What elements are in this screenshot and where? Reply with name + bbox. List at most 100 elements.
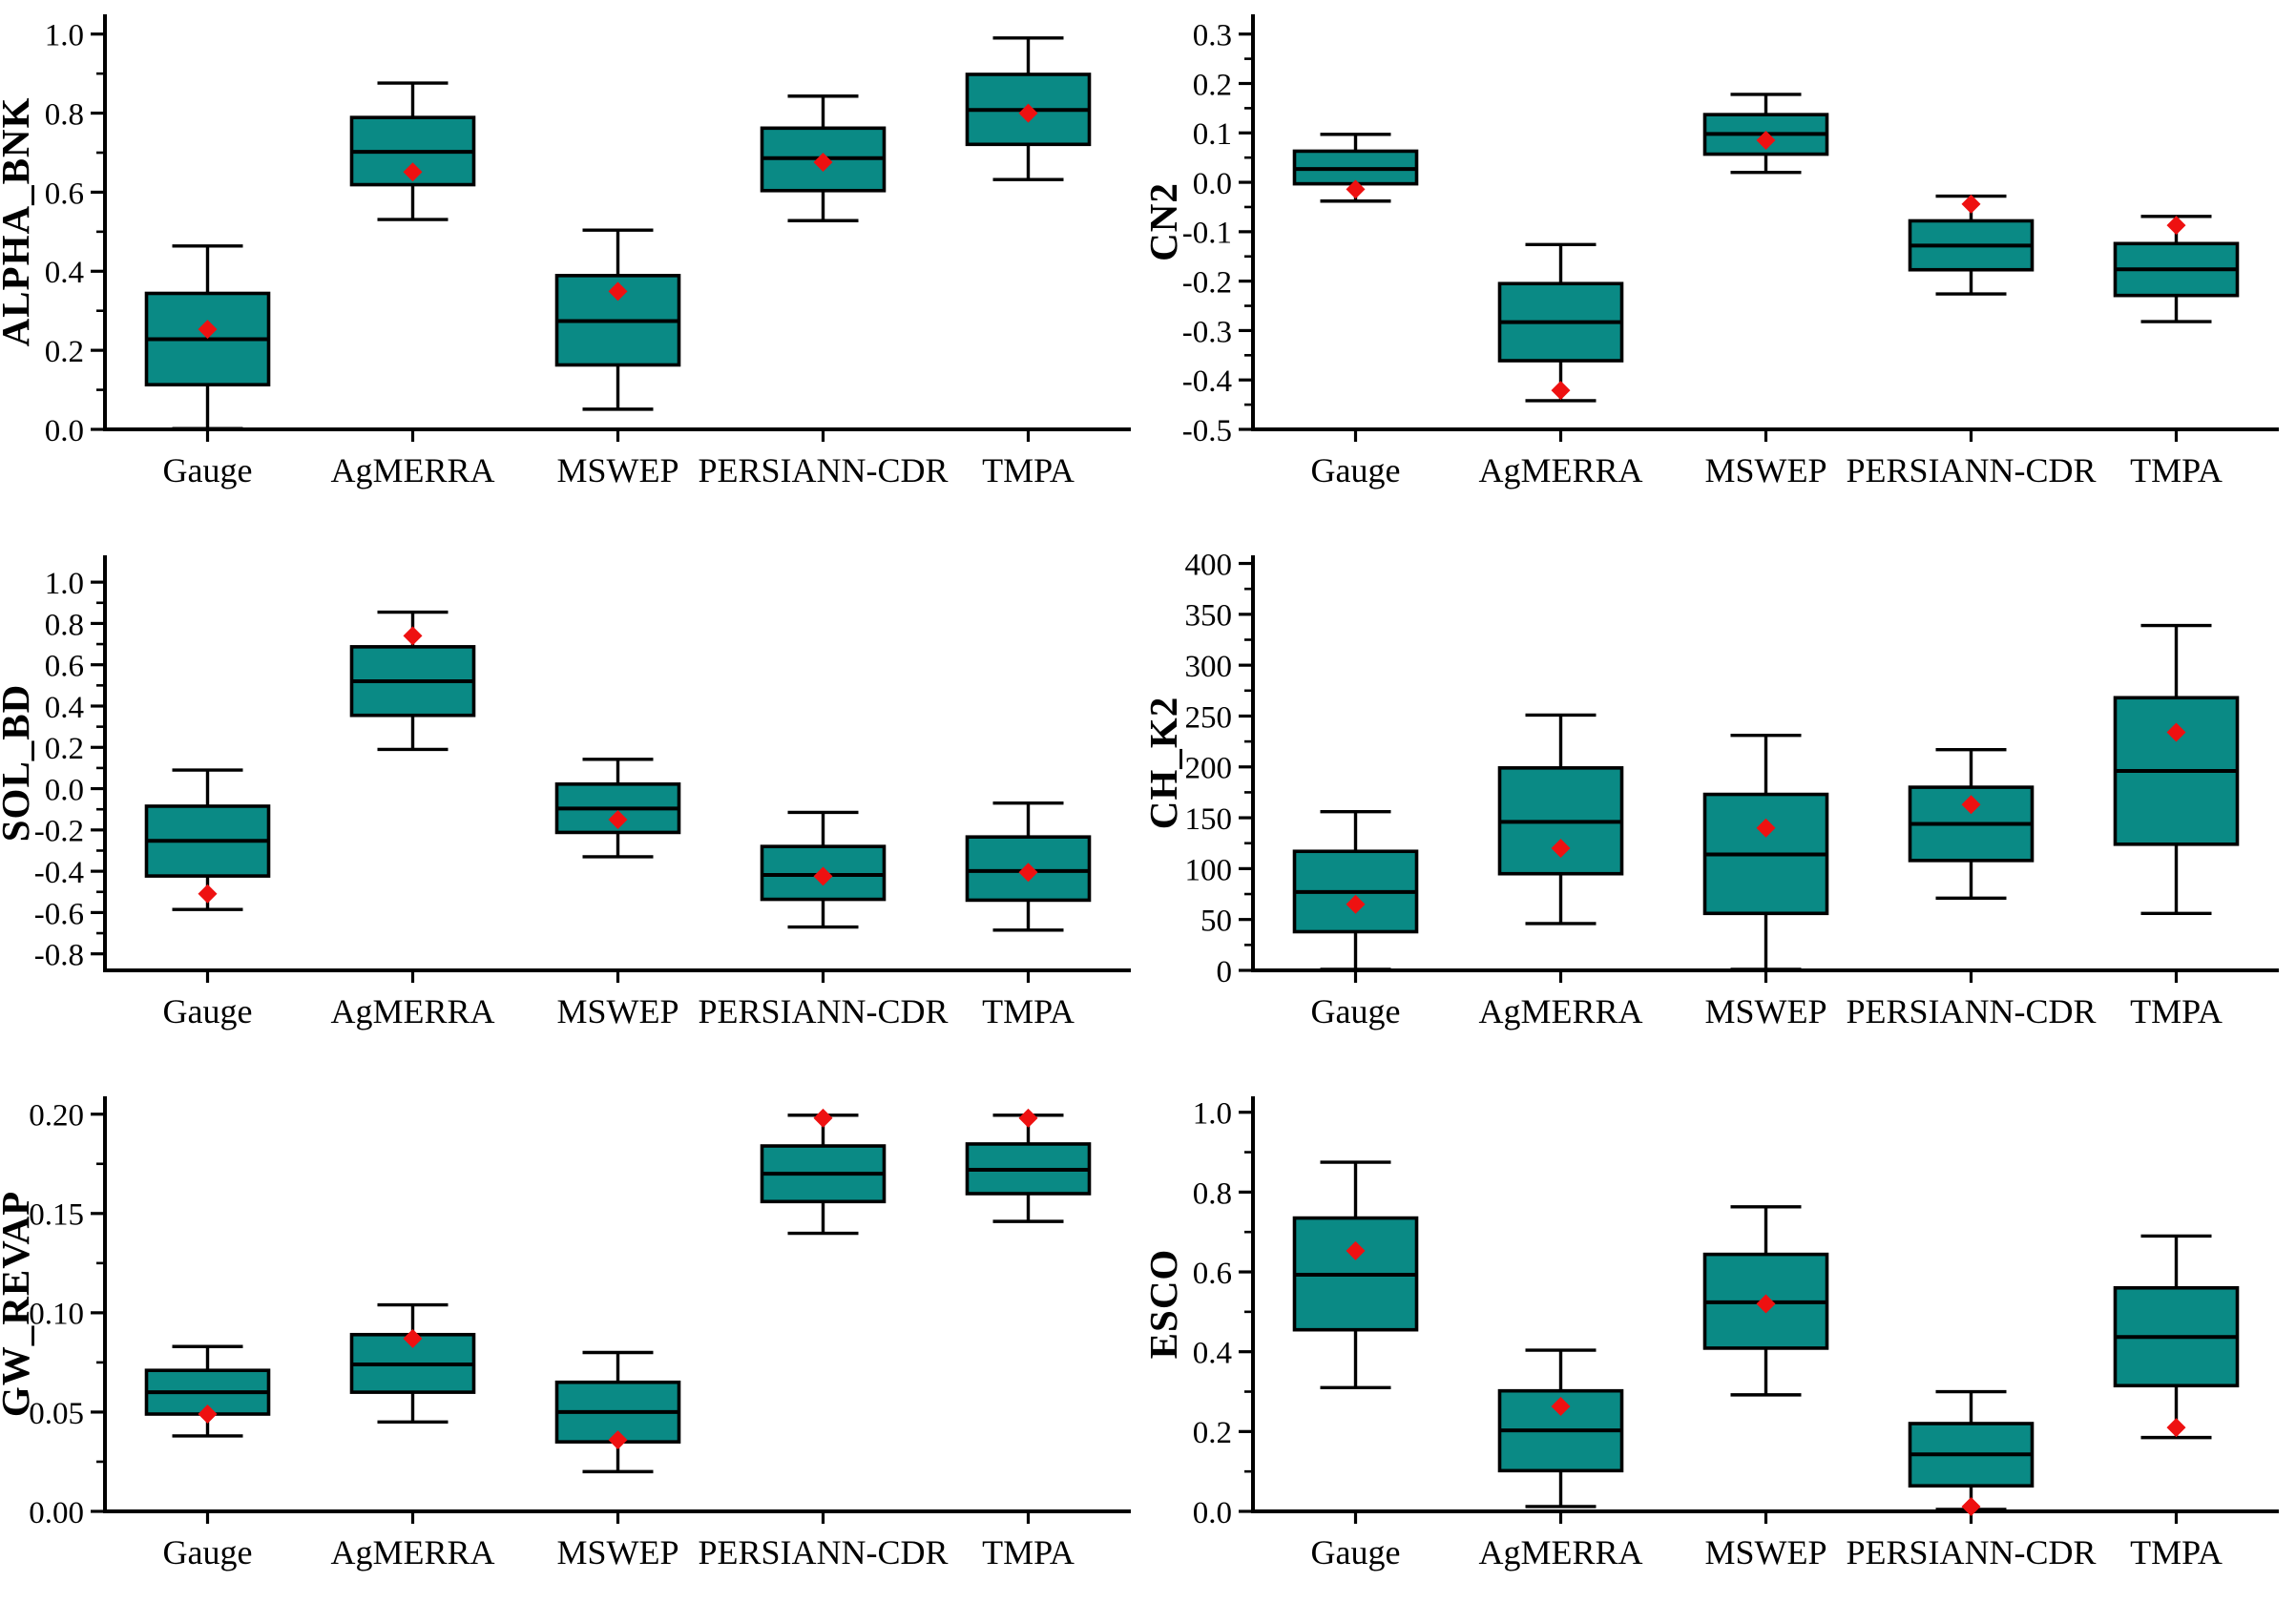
x-category-label: MSWEP xyxy=(556,1533,678,1571)
y-tick-label: 0.2 xyxy=(1193,68,1232,102)
boxplot-svg-gw_revap: 0.00 0.05 0.10 0.15 0.20 Gauge AgMERRA MSWEP PER… xyxy=(0,1096,1131,1571)
box-persiann-cdr xyxy=(760,1108,887,1236)
y-tick-label: 300 xyxy=(1185,650,1233,684)
y-tick-label: -0.8 xyxy=(34,939,84,973)
mean-marker xyxy=(1756,818,1776,838)
y-tick-label: -0.4 xyxy=(34,856,84,890)
mean-marker xyxy=(1551,381,1571,401)
mean-marker xyxy=(198,1405,218,1425)
x-category-label: Gauge xyxy=(163,451,253,489)
box-tmpa xyxy=(2113,215,2240,323)
panel-alpha_bnk: 0.0 0.2 0.4 0.6 0.8 1.0 Gauge AgMERRA MSWEP PERSI… xyxy=(0,0,1148,541)
x-category-label: PERSIANN-CDR xyxy=(1846,451,2096,489)
mean-marker xyxy=(403,1328,423,1348)
y-tick-label: 0.0 xyxy=(45,773,84,807)
x-category-label: TMPA xyxy=(982,1533,1075,1571)
y-tick-label: 0.4 xyxy=(45,691,84,725)
x-category-label: TMPA xyxy=(2130,1533,2223,1571)
y-tick-label: 150 xyxy=(1185,802,1233,837)
y-axis-title: GW_REVAP xyxy=(0,1191,37,1417)
mean-marker xyxy=(1756,1294,1776,1314)
panel-ch_k2: 0 50 100 150 200 250 300 350 400 Gauge AgMERRA MSWE… xyxy=(1148,541,2296,1082)
panel-esco: 0.0 0.2 0.4 0.6 0.8 1.0 Gauge AgMERRA MSWEP PERSI… xyxy=(1148,1082,2296,1623)
mean-marker xyxy=(1961,1496,1981,1516)
mean-marker xyxy=(198,884,218,904)
box-tmpa xyxy=(965,36,1092,181)
y-tick-label: 0.20 xyxy=(29,1099,84,1134)
y-tick-label: 0 xyxy=(1217,955,1233,989)
x-category-label: Gauge xyxy=(163,992,253,1030)
mean-marker xyxy=(403,626,423,646)
x-category-label: TMPA xyxy=(982,451,1075,489)
x-category-label: MSWEP xyxy=(556,451,678,489)
boxplot-svg-esco: 0.0 0.2 0.4 0.6 0.8 1.0 Gauge AgMERRA MSWEP PERSI… xyxy=(1148,1096,2279,1571)
x-category-label: TMPA xyxy=(2130,992,2223,1030)
panel-cn2: -0.5 -0.4 -0.3 -0.2 -0.1 0.0 0.1 0.2 0.3 Gauge AgM… xyxy=(1148,0,2296,541)
y-tick-label: 1.0 xyxy=(45,567,84,601)
box-gauge xyxy=(144,1344,271,1438)
y-tick-label: 0.4 xyxy=(1193,1337,1232,1371)
panel-gw_revap: 0.00 0.05 0.10 0.15 0.20 Gauge AgMERRA MSWEP PER… xyxy=(0,1082,1148,1623)
x-category-label: TMPA xyxy=(982,992,1075,1030)
y-tick-label: 0.1 xyxy=(1193,117,1232,152)
mean-marker xyxy=(2166,722,2186,742)
y-tick-label: 100 xyxy=(1185,853,1233,887)
y-tick-label: 0.4 xyxy=(45,256,84,290)
mean-marker xyxy=(1961,194,1981,214)
y-axis-title: CN2 xyxy=(1148,182,1185,261)
mean-marker xyxy=(608,1430,628,1450)
mean-marker xyxy=(198,320,218,340)
y-tick-label: 1.0 xyxy=(45,19,84,53)
mean-marker xyxy=(1551,839,1571,859)
box-agmerra xyxy=(1497,1348,1624,1509)
box-mswep xyxy=(1702,734,1829,971)
y-tick-label: -0.3 xyxy=(1182,315,1232,349)
x-category-label: Gauge xyxy=(1311,1533,1401,1571)
x-category-label: PERSIANN-CDR xyxy=(698,1533,948,1571)
y-tick-label: 350 xyxy=(1185,599,1233,634)
x-category-label: MSWEP xyxy=(1704,451,1826,489)
box-persiann-cdr xyxy=(1908,747,2035,901)
box-gauge xyxy=(144,244,271,430)
y-tick-label: -0.5 xyxy=(1182,414,1232,448)
box-gauge xyxy=(1292,133,1419,203)
x-category-label: TMPA xyxy=(2130,451,2223,489)
x-category-label: AgMERRA xyxy=(330,1533,494,1571)
x-category-label: Gauge xyxy=(163,1533,253,1571)
mean-marker xyxy=(2166,216,2186,236)
y-tick-label: 200 xyxy=(1185,752,1233,786)
y-tick-label: -0.2 xyxy=(34,815,84,849)
box-tmpa xyxy=(965,801,1092,932)
y-tick-label: 0.8 xyxy=(45,97,84,132)
box-mswep xyxy=(554,1350,681,1474)
x-category-label: Gauge xyxy=(1311,451,1401,489)
mean-marker xyxy=(1346,894,1366,914)
box-tmpa xyxy=(2113,1234,2240,1440)
y-tick-label: 0.15 xyxy=(29,1198,84,1233)
box-agmerra xyxy=(349,1302,476,1425)
y-tick-label: 0.8 xyxy=(45,608,84,642)
boxplot-svg-ch_k2: 0 50 100 150 200 250 300 350 400 Gauge AgMERRA MSWE… xyxy=(1148,548,2279,1030)
x-category-label: Gauge xyxy=(1311,992,1401,1030)
y-tick-label: -0.2 xyxy=(1182,266,1232,301)
mean-marker xyxy=(1551,1396,1571,1416)
mean-marker xyxy=(608,281,628,302)
y-tick-label: -0.6 xyxy=(34,897,84,931)
x-category-label: MSWEP xyxy=(1704,1533,1826,1571)
box-gauge xyxy=(1292,809,1419,971)
panel-sol_bd: -0.8 -0.6 -0.4 -0.2 0.0 0.2 0.4 0.6 0.8 1.0 Gauge A… xyxy=(0,541,1148,1082)
mean-marker xyxy=(1018,103,1038,123)
mean-marker xyxy=(1346,1240,1366,1260)
box-mswep xyxy=(1702,1205,1829,1397)
mean-marker xyxy=(1756,131,1776,151)
y-tick-label: 0.6 xyxy=(1193,1257,1232,1291)
box-persiann-cdr xyxy=(1908,194,2035,296)
mean-marker xyxy=(1018,1108,1038,1128)
mean-marker xyxy=(1961,795,1981,815)
mean-marker xyxy=(813,866,833,886)
box-agmerra xyxy=(1497,713,1624,926)
y-tick-label: 0.3 xyxy=(1193,19,1232,53)
box-mswep xyxy=(1702,93,1829,175)
box-gauge xyxy=(1292,1160,1419,1390)
